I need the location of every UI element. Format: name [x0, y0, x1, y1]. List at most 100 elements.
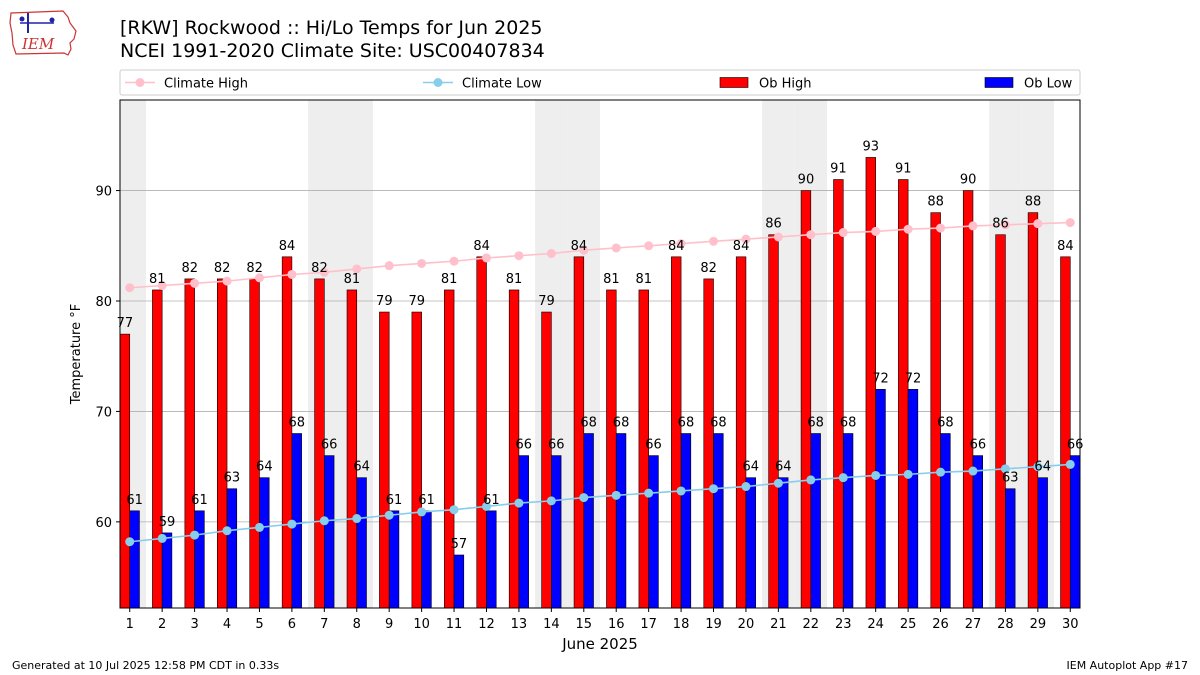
climate-high-point — [125, 283, 135, 293]
climate-low-point — [806, 475, 816, 485]
ob-low-bar — [778, 477, 789, 608]
climate-high-point — [287, 269, 297, 279]
x-tick-label: 9 — [385, 617, 393, 632]
climate-low-point — [352, 514, 362, 524]
climate-low-point — [287, 519, 297, 529]
ob-low-label: 68 — [288, 416, 305, 431]
climate-high-point — [676, 239, 686, 249]
ob-high-bar — [671, 256, 682, 608]
ob-high-bar — [184, 278, 195, 608]
climate-low-point — [611, 490, 621, 500]
ob-high-bar — [1060, 256, 1071, 608]
ob-low-label: 68 — [937, 416, 954, 431]
climate-high-point — [741, 234, 751, 244]
ob-high-label: 91 — [895, 162, 912, 177]
climate-high-point — [903, 224, 913, 234]
y-tick-label: 70 — [95, 405, 112, 420]
climate-low-line — [129, 463, 1071, 543]
y-tick-label: 60 — [95, 516, 112, 531]
legend-bar-swatch — [984, 77, 1014, 88]
ob-high-label: 86 — [992, 217, 1009, 232]
climate-low-point — [903, 469, 913, 479]
ob-high-bar — [703, 278, 714, 608]
ob-low-bar — [648, 455, 659, 608]
ob-low-bar — [194, 510, 205, 608]
ob-high-bar — [833, 179, 844, 608]
climate-high-point — [773, 232, 783, 242]
ob-low-label: 66 — [645, 438, 662, 453]
climate-low-point — [579, 493, 589, 503]
climate-low-point — [481, 501, 491, 511]
ob-low-label: 61 — [418, 493, 435, 508]
x-tick-label: 18 — [673, 617, 690, 632]
ob-high-label: 82 — [181, 261, 198, 276]
climate-low-point — [1033, 462, 1043, 472]
ob-high-label: 90 — [960, 173, 977, 188]
logo-text: IEM — [21, 35, 55, 53]
x-tick-label: 29 — [1030, 617, 1047, 632]
x-tick-label: 21 — [770, 617, 787, 632]
legend-bar-swatch — [719, 77, 749, 88]
climate-high-point — [611, 243, 621, 253]
ob-high-bar — [411, 311, 422, 608]
ob-low-label: 66 — [321, 438, 338, 453]
climate-low-point — [222, 526, 232, 536]
ob-high-bar — [508, 289, 520, 608]
ob-low-bar — [486, 510, 497, 608]
iem-logo: IEM — [9, 10, 77, 56]
ob-high-label: 93 — [863, 139, 880, 154]
x-tick-label: 27 — [965, 617, 982, 632]
climate-high-point — [709, 236, 719, 246]
climate-high-point — [838, 228, 848, 238]
ob-low-label: 68 — [613, 416, 630, 431]
ob-high-label: 88 — [927, 195, 944, 210]
climate-high-line — [129, 221, 1071, 289]
climate-high-point — [417, 258, 427, 268]
ob-low-label: 68 — [807, 416, 824, 431]
x-tick-label: 23 — [835, 617, 852, 632]
climate-low-point — [741, 482, 751, 492]
ob-high-label: 81 — [344, 272, 361, 287]
x-tick-label: 1 — [126, 617, 134, 632]
ob-low-bar — [842, 433, 854, 608]
y-tick-label: 90 — [95, 185, 112, 200]
ob-low-label: 61 — [386, 493, 403, 508]
ob-low-label: 64 — [1034, 460, 1051, 475]
ob-high-label: 84 — [473, 239, 490, 254]
ob-low-label: 66 — [548, 438, 565, 453]
x-tick-label: 28 — [997, 617, 1014, 632]
ob-high-label: 81 — [149, 272, 166, 287]
ob-low-label: 64 — [743, 460, 760, 475]
x-tick-label: 22 — [803, 617, 820, 632]
ob-low-bar — [810, 433, 821, 608]
app-credit: IEM Autoplot App #17 — [1066, 659, 1189, 672]
climate-high-point — [222, 276, 232, 286]
ob-high-bar — [379, 311, 390, 608]
ob-high-bar — [346, 289, 358, 608]
ob-low-bar — [875, 389, 886, 608]
chart-subtitle: NCEI 1991-2020 Climate Site: USC00407834 — [120, 40, 545, 62]
climate-high-point — [1000, 220, 1010, 230]
climate-high-point — [579, 245, 589, 255]
ob-high-label: 81 — [636, 272, 653, 287]
climate-high-point — [1033, 219, 1043, 229]
ob-high-bar — [930, 212, 941, 608]
climate-high-point — [190, 278, 200, 288]
climate-high-point — [871, 226, 881, 236]
ob-high-bar — [314, 278, 325, 608]
legend-label: Ob High — [759, 77, 812, 92]
ob-high-bar — [249, 278, 260, 608]
ob-high-label: 82 — [700, 261, 717, 276]
ob-high-bar — [768, 234, 779, 608]
ob-high-label: 91 — [830, 162, 847, 177]
ob-low-bar — [1005, 488, 1016, 608]
ob-low-label: 64 — [775, 460, 792, 475]
ob-high-label: 81 — [506, 272, 523, 287]
x-tick-label: 2 — [158, 617, 166, 632]
ob-low-bar — [713, 433, 724, 608]
climate-low-point — [1000, 464, 1010, 474]
climate-high-point — [968, 221, 978, 231]
x-tick-label: 15 — [576, 617, 593, 632]
ob-high-bar — [995, 234, 1006, 608]
iowa-state-outline — [9, 10, 77, 56]
